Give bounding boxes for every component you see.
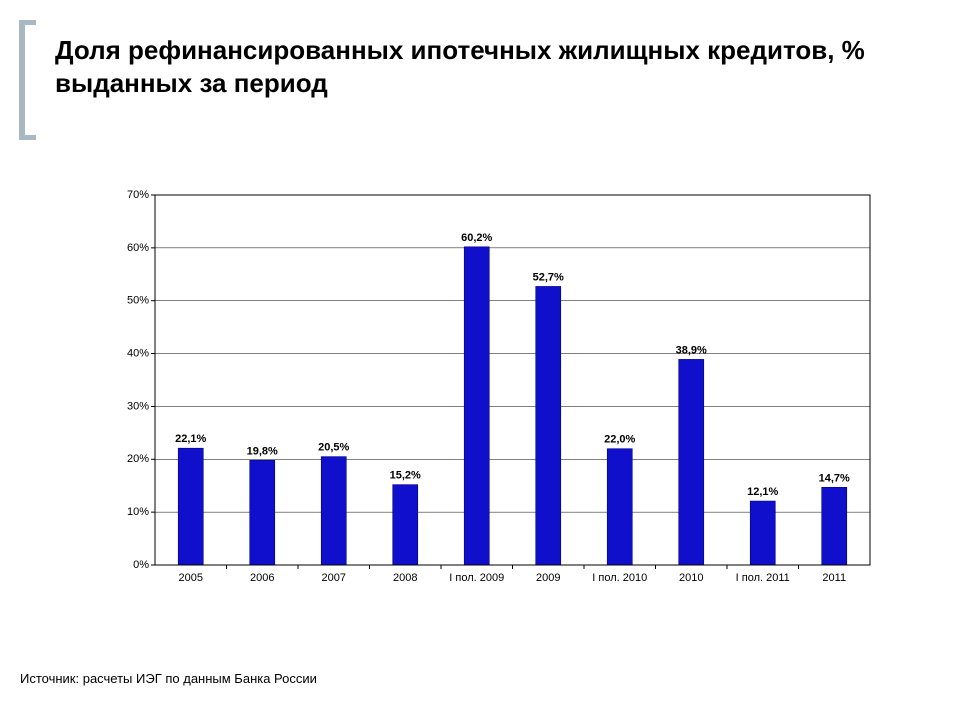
bar-value-label: 38,9% [676, 344, 707, 356]
bar-value-label: 22,1% [175, 433, 206, 445]
bar [464, 247, 489, 565]
y-tick-label: 40% [127, 347, 149, 359]
bar-value-label: 14,7% [819, 472, 850, 484]
bar-value-label: 20,5% [318, 442, 349, 454]
bar-value-label: 60,2% [461, 232, 492, 244]
bar [393, 485, 418, 565]
bar-value-label: 52,7% [533, 271, 564, 283]
x-tick-label: 2006 [250, 572, 274, 584]
y-tick-label: 0% [133, 559, 149, 571]
title-bracket-icon [18, 20, 40, 140]
y-tick-label: 10% [127, 506, 149, 518]
y-tick-label: 20% [127, 453, 149, 465]
bar [822, 487, 847, 565]
x-tick-label: I пол. 2011 [736, 572, 790, 584]
x-tick-label: I пол. 2010 [592, 572, 647, 584]
x-tick-label: 2009 [536, 572, 560, 584]
y-tick-label: 30% [127, 400, 149, 412]
bar-value-label: 22,0% [604, 434, 635, 446]
slide-title: Доля рефинансированных ипотечных жилищны… [55, 34, 925, 99]
bar-value-label: 15,2% [390, 470, 421, 482]
bar [607, 449, 632, 565]
x-tick-label: I пол. 2009 [449, 572, 504, 584]
source-caption: Источник: расчеты ИЭГ по данным Банка Ро… [20, 671, 317, 686]
bar [750, 501, 775, 565]
bar [536, 286, 561, 565]
bar [178, 448, 203, 565]
y-tick-label: 70% [127, 189, 149, 201]
bar [321, 457, 346, 565]
x-tick-label: 2005 [179, 572, 203, 584]
y-tick-label: 60% [127, 242, 149, 254]
x-tick-label: 2007 [322, 572, 346, 584]
bar-chart: 0% 10% 20% 30% 40% 50% 60% 70% 22,1% 2005 19,8% 200… [110, 175, 880, 605]
x-tick-label: 2011 [822, 572, 846, 584]
y-tick-label: 50% [127, 295, 149, 307]
bar [679, 359, 704, 565]
bar-value-label: 19,8% [247, 445, 278, 457]
x-tick-label: 2010 [679, 572, 703, 584]
bar-value-label: 12,1% [747, 486, 778, 498]
bracket-path [22, 22, 36, 138]
bar [250, 460, 275, 565]
x-tick-label: 2008 [393, 572, 417, 584]
